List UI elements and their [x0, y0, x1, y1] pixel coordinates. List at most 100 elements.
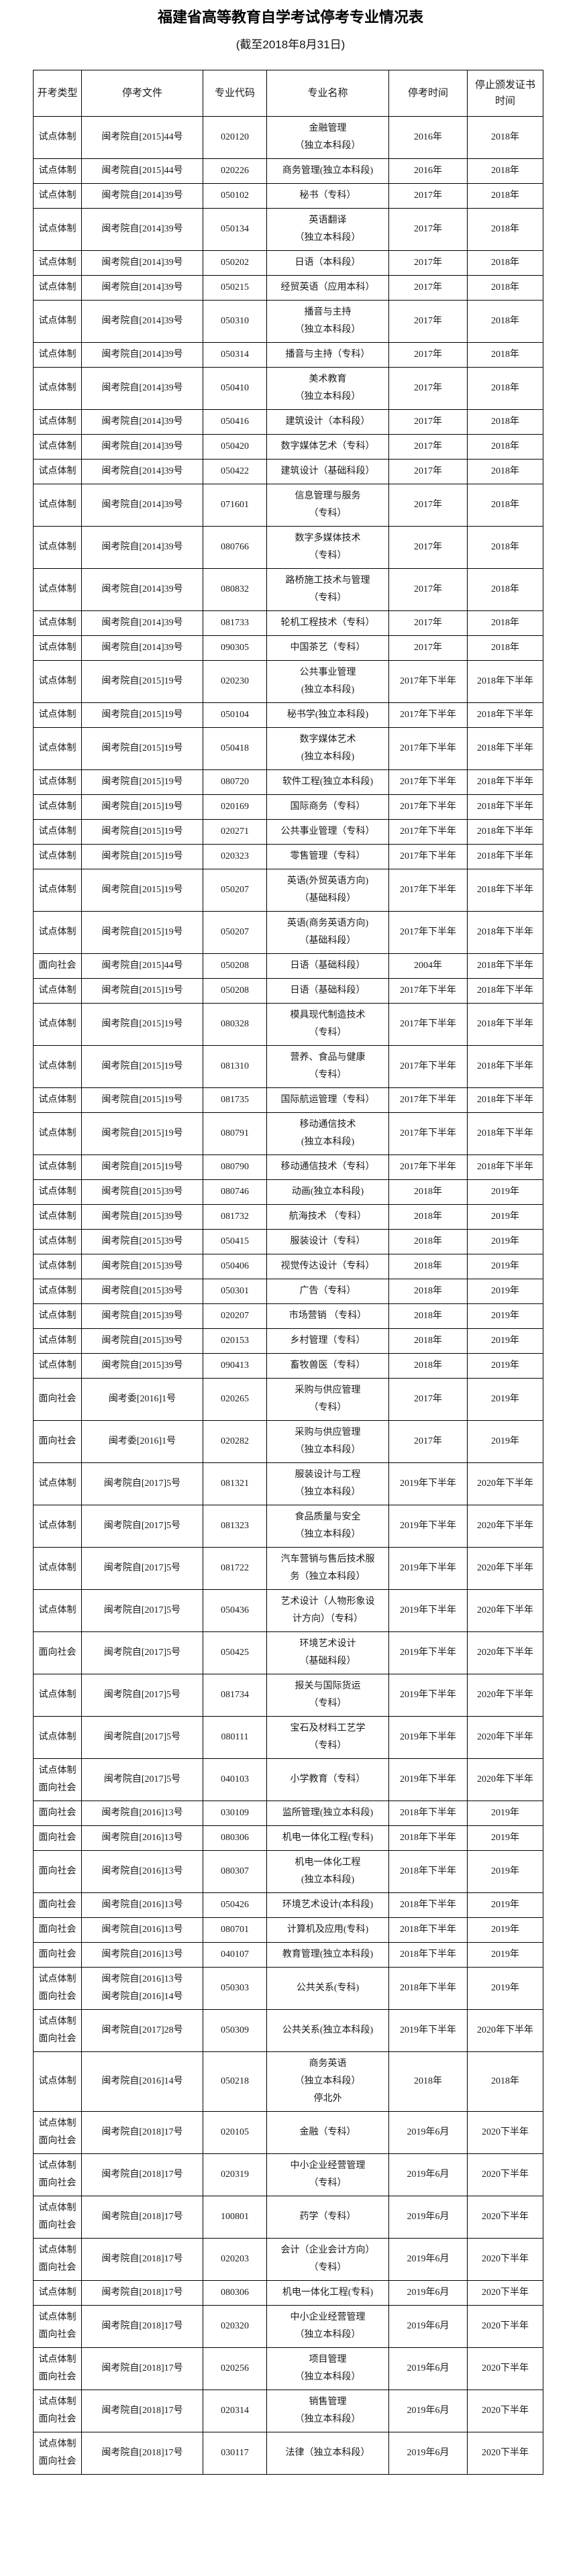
cell-line: 秘书（专科）: [299, 191, 356, 201]
cell-stop-document: 闽考院自[2017]5号: [81, 1589, 203, 1632]
cell-cert-stop-time: 2019年: [467, 1279, 543, 1304]
cell-line: 2017年下半年: [400, 676, 456, 686]
cell-line: 面向社会: [38, 1783, 76, 1793]
cell-major-name: 监所管理(独立本科段): [266, 1801, 389, 1826]
cell-exam-type: 试点体制 面向社会: [33, 2009, 82, 2052]
cell-cert-stop-time: 2018年下半年: [467, 1087, 543, 1113]
cell-line: 试点体制: [38, 258, 76, 268]
cell-stop-document: 闽考院自[2014]39号: [81, 459, 203, 484]
cell-line: 2017年: [414, 1436, 442, 1446]
cell-major-name: 模具现代制造技术 （专科）: [266, 1003, 389, 1046]
cell-major-name: 环境艺术设计(本科段): [266, 1892, 389, 1918]
cell-major-name: 服装设计（专科）: [266, 1229, 389, 1254]
table-row: 试点体制 面向社会 闽考院自[2018]17号 100801 药学（专科） 2019年6月…: [33, 2196, 543, 2239]
cell-line: 试点体制: [38, 132, 76, 142]
table-row: 试点体制 闽考院自[2014]39号 050102 秘书（专科） 2017年 2018年: [33, 183, 543, 209]
cell-line: 闽考院自[2014]39号: [101, 441, 183, 451]
cell-line: （专科）: [309, 1070, 347, 1080]
cell-stop-time: 2019年6月: [388, 2390, 468, 2432]
cell-exam-type: 面向社会: [33, 1850, 82, 1893]
cell-line: 服装设计与工程: [295, 1470, 361, 1480]
cell-line: （专科）: [309, 2263, 347, 2273]
cell-line: 停止颁发证书: [474, 80, 535, 91]
cell-major-code: 081732: [203, 1204, 267, 1230]
cell-line: 2018年下半年: [477, 1162, 533, 1172]
cell-line: 020320: [221, 2321, 249, 2331]
page-title: 福建省高等教育自学考试停考专业情况表: [157, 9, 423, 25]
table-row: 试点体制 闽考院自[2015]39号 050301 广告（专科） 2018年 2019年: [33, 1279, 543, 1304]
cell-cert-stop-time: 2018年: [467, 250, 543, 276]
cell-line: 环境艺术设计(本科段): [282, 1900, 374, 1910]
cell-major-code: 020226: [203, 158, 267, 184]
cell-line: 2017年: [414, 350, 442, 360]
cell-line: 2018年: [491, 132, 519, 142]
cell-line: 国际航运管理（专科）: [280, 1095, 375, 1105]
cell-line: 移动通信技术: [299, 1120, 356, 1130]
cell-line: 闽考院自[2018]17号: [101, 2127, 183, 2137]
cell-major-code: 020319: [203, 2153, 267, 2196]
cell-line: （专科）: [309, 551, 347, 561]
cell-cert-stop-time: 2019年: [467, 1378, 543, 1421]
table-row: 试点体制 闽考院自[2015]19号 020169 国际商务（专科） 2017年下半年 2…: [33, 794, 543, 820]
table-row: 试点体制 闽考院自[2015]19号 050207 英语(外贸英语方向) （基础科段） 2…: [33, 869, 543, 912]
cell-line: 081722: [221, 1563, 249, 1573]
cell-stop-time: 2019年下半年: [388, 1631, 468, 1674]
cell-line: 停北外: [313, 2094, 342, 2104]
cell-major-name: 金融管理 （独立本科段）: [266, 116, 389, 159]
cell-cert-stop-time: 2018年下半年: [467, 794, 543, 820]
table-row: 面向社会 闽考院自[2016]13号 080306 机电一体化工程(专科) 2018年下…: [33, 1825, 543, 1851]
cell-major-name: 销售管理 （独立本科段）: [266, 2390, 389, 2432]
cell-line: 2017年: [414, 316, 442, 326]
cell-line: 试点体制: [38, 383, 76, 393]
cell-major-name: 数字媒体艺术 (独立本科段): [266, 727, 389, 770]
cell-line: 试点体制: [38, 643, 76, 653]
cell-exam-type: 试点体制: [33, 116, 82, 159]
cell-line: 面向社会: [38, 1949, 76, 1960]
cell-major-code: 020282: [203, 1420, 267, 1463]
cell-line: 2019年: [491, 1261, 519, 1271]
cell-line: 闽考院自[2016]13号: [101, 1900, 183, 1910]
cell-cert-stop-time: 2019年: [467, 1825, 543, 1851]
cell-stop-time: 2017年下半年: [388, 660, 468, 703]
cell-line: 2019年: [491, 1336, 519, 1346]
cell-cert-stop-time: 2020下半年: [467, 2280, 543, 2306]
cell-exam-type: 试点体制: [33, 1674, 82, 1717]
cell-line: 面向社会: [38, 1808, 76, 1818]
cell-exam-type: 试点体制: [33, 183, 82, 209]
table-row: 试点体制 闽考院自[2014]39号 050410 美术教育 （独立本科段） 2017年 2…: [33, 367, 543, 410]
cell-line: 闽考院自[2015]19号: [101, 985, 183, 996]
cell-line: 2018年: [491, 316, 519, 326]
cell-line: 080111: [221, 1732, 249, 1742]
cell-line: 试点体制: [38, 1162, 76, 1172]
cell-line: 建筑设计（本科段）: [285, 417, 370, 427]
cell-line: 闽考院自[2016]13号: [101, 1925, 183, 1935]
cell-stop-document: 闽考院自[2015]39号: [81, 1328, 203, 1354]
cell-line: 2017年: [414, 1394, 442, 1404]
cell-cert-stop-time: 2019年: [467, 1303, 543, 1329]
cell-line: 2018年: [491, 417, 519, 427]
cell-cert-stop-time: 2018年: [467, 300, 543, 343]
cell-line: 080307: [221, 1866, 249, 1876]
cell-exam-type: 试点体制: [33, 1547, 82, 1590]
cell-stop-document: 闽考院自[2018]17号: [81, 2305, 203, 2348]
cell-line: 2019年6月: [407, 2254, 450, 2264]
cell-line: 2019年下半年: [400, 1479, 456, 1489]
cell-cert-stop-time: 2020下半年: [467, 2305, 543, 2348]
cell-line: 050422: [221, 466, 249, 476]
cell-line: 面向社会: [38, 2457, 76, 2467]
table-row: 试点体制 闽考院自[2015]19号 050207 英语(商务英语方向) （基础科段） 2…: [33, 911, 543, 954]
cell-line: 081310: [221, 1061, 249, 1071]
cell-line: 2017年: [414, 191, 442, 201]
cell-line: 2019年: [491, 1436, 519, 1446]
cell-line: 071601: [221, 500, 249, 510]
cell-cert-stop-time: 2020年下半年: [467, 1462, 543, 1505]
cell-line: 闽考院自[2016]13号: [101, 1866, 183, 1876]
cell-stop-document: 闽考院自[2018]17号: [81, 2280, 203, 2306]
cell-line: 教育管理(独立本科段): [282, 1949, 374, 1960]
cell-line: 数字多媒体技术: [295, 533, 361, 543]
cell-line: 日语（基础科段）: [290, 961, 366, 971]
cell-line: 试点体制: [38, 1766, 76, 1776]
cell-exam-type: 面向社会: [33, 1917, 82, 1943]
cell-stop-document: 闽考院自[2014]39号: [81, 208, 203, 251]
cell-exam-type: 试点体制: [33, 568, 82, 611]
